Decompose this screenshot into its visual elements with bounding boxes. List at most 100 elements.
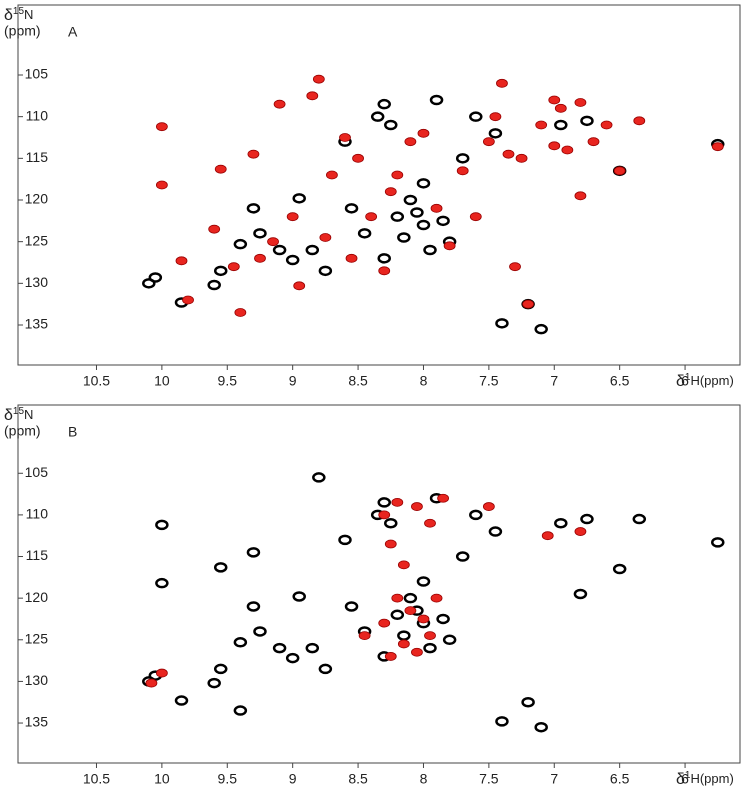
y-label-symbol: δ	[4, 407, 13, 424]
peak	[711, 537, 725, 548]
peak	[305, 244, 320, 256]
panel-label: B	[68, 424, 77, 440]
peak	[208, 224, 221, 234]
x-tick-label: 7.5	[479, 373, 499, 389]
peak	[469, 509, 483, 521]
peak	[495, 716, 509, 727]
peak	[155, 668, 168, 678]
x-label-rest: H(ppm)	[690, 373, 733, 388]
x-tick-label: 9	[289, 373, 297, 389]
peak	[365, 212, 378, 222]
peak	[482, 137, 495, 147]
peak	[377, 497, 391, 508]
peak	[482, 502, 495, 511]
peak	[417, 128, 430, 138]
peak	[587, 137, 600, 147]
peak	[246, 547, 261, 558]
peak	[272, 642, 287, 654]
peak	[377, 253, 391, 264]
x-tick-label: 10.5	[83, 373, 110, 389]
peak	[339, 133, 351, 142]
peak	[535, 120, 548, 130]
x-label-sup: 1	[685, 372, 691, 383]
peak	[416, 178, 431, 189]
peak	[142, 278, 156, 289]
peak	[352, 153, 364, 163]
peak	[502, 149, 515, 159]
x-tick-label: 8	[420, 771, 428, 787]
x-tick-label: 10	[154, 771, 170, 787]
peak	[227, 262, 240, 272]
peak	[267, 237, 279, 247]
x-label-sup: 1	[685, 770, 691, 781]
peak	[411, 502, 423, 511]
peak	[174, 695, 189, 706]
y-axis-label: δ15N	[4, 406, 33, 425]
peak	[404, 137, 417, 147]
peak	[423, 244, 437, 256]
y-tick-label: 130	[25, 672, 49, 688]
peak	[292, 193, 306, 204]
peak	[403, 592, 418, 604]
x-axis-label: δ1H(ppm)	[676, 372, 734, 391]
y-tick-label: 120	[25, 589, 49, 605]
x-tick-label: 10	[154, 373, 170, 389]
peak	[384, 119, 398, 131]
peak	[318, 663, 333, 675]
peak	[442, 634, 457, 646]
peak	[574, 98, 587, 107]
peak	[521, 696, 535, 708]
peak	[338, 534, 352, 546]
x-label-symbol: δ	[676, 373, 685, 390]
peak	[384, 539, 397, 549]
x-tick-label: 6	[681, 771, 689, 787]
peak	[357, 228, 372, 239]
peak	[391, 498, 404, 507]
y-label-sup: 15	[13, 406, 25, 417]
x-tick-label: 7	[550, 771, 558, 787]
peak	[456, 166, 469, 176]
x-tick-label: 10.5	[83, 771, 110, 787]
peak	[213, 562, 228, 573]
peak	[253, 228, 267, 239]
peak	[509, 262, 521, 272]
peak	[312, 74, 325, 84]
peak	[378, 266, 391, 276]
peak	[344, 203, 359, 214]
peak	[417, 614, 430, 624]
y-tick-label: 135	[25, 714, 49, 730]
peak	[391, 593, 404, 603]
peak	[632, 513, 647, 525]
y-tick-label: 110	[26, 506, 49, 522]
peak	[411, 647, 423, 657]
peak	[272, 244, 287, 256]
peak	[423, 642, 437, 654]
peak	[612, 563, 627, 575]
peak	[580, 513, 594, 525]
peak	[495, 318, 509, 329]
peak	[285, 652, 300, 664]
peak	[397, 560, 410, 570]
peak	[455, 153, 470, 164]
y-label-symbol: δ	[4, 7, 13, 24]
peak	[522, 299, 535, 309]
y-axis-unit: (ppm)	[4, 23, 41, 39]
x-tick-label: 7.5	[479, 771, 499, 787]
y-tick-label: 115	[26, 149, 49, 165]
x-tick-label: 6	[681, 373, 689, 389]
peak	[534, 323, 548, 335]
peak	[496, 78, 508, 88]
peak	[370, 111, 385, 122]
peak	[377, 98, 391, 110]
peak	[430, 203, 443, 213]
y-label-sup: 15	[13, 6, 25, 17]
x-tick-label: 6.5	[610, 771, 630, 787]
peak	[534, 721, 548, 733]
y-tick-label: 125	[25, 630, 49, 646]
peak	[246, 203, 261, 214]
peak	[155, 180, 168, 190]
peak	[489, 112, 502, 122]
peak	[416, 576, 431, 587]
peak	[292, 591, 306, 602]
